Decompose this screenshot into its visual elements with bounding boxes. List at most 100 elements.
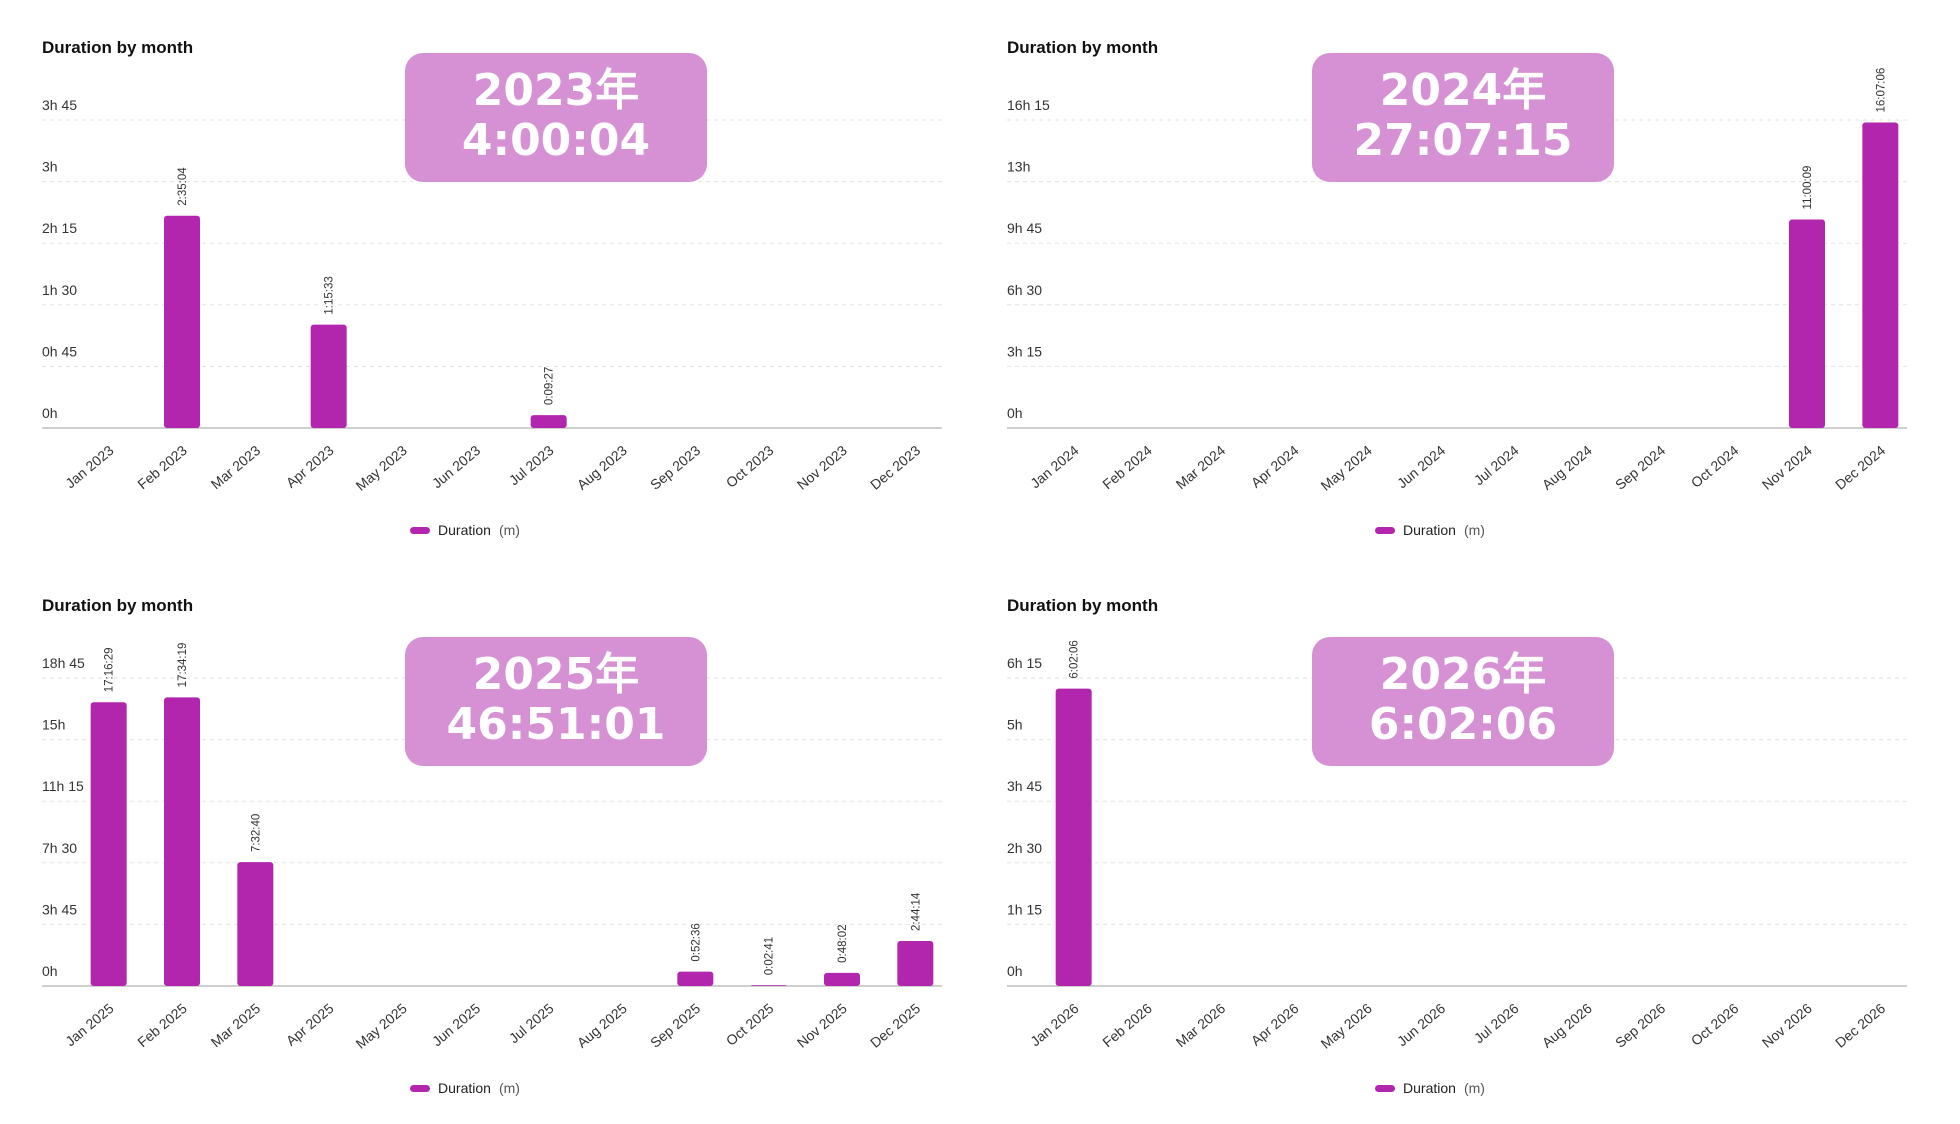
x-tick-label: Jul 2025 [506,1000,557,1046]
y-tick-label: 3h 45 [42,97,77,113]
bar [1789,219,1825,428]
x-tick-label: Nov 2026 [1759,1000,1815,1051]
legend-label: Duration [438,1080,491,1096]
year-summary-badge: 2025年 46:51:01 [405,637,707,766]
bar [750,985,787,986]
legend-label: Duration [1403,1080,1456,1096]
chart-title: Duration by month [1007,38,1159,57]
bar-chart: 0h 0h 45 1h 30 2h 15 3h 3h 45 Jan 2023 2:35:04 F… [42,97,942,494]
legend: Duration (m) [0,1080,980,1096]
x-tick-label: Apr 2026 [1248,1000,1302,1049]
x-tick-label: Sep 2023 [647,442,703,493]
data-label: 0:09:27 [544,367,556,405]
summary-total: 4:00:04 [461,115,651,166]
x-tick-label: Oct 2026 [1688,1000,1742,1049]
x-tick-label: Apr 2023 [283,442,337,491]
y-tick-label: 15h [42,717,65,733]
x-tick-label: Jan 2024 [1027,442,1082,491]
bar-chart: 0h 1h 15 2h 30 3h 45 5h 6h 15 6:02:06 Jan 2026 F… [1007,640,1907,1052]
x-tick-label: Mar 2026 [1173,1000,1229,1050]
summary-total: 27:07:15 [1353,115,1573,166]
year-summary-badge: 2024年 27:07:15 [1312,53,1614,182]
bar [237,862,274,986]
x-tick-label: Jun 2024 [1394,442,1449,491]
y-tick-label: 6h 15 [1007,655,1042,671]
x-tick-label: May 2026 [1318,1000,1376,1052]
y-tick-label: 0h [42,405,58,421]
x-tick-label: Oct 2024 [1688,442,1742,491]
x-tick-label: Jul 2024 [1471,442,1522,488]
data-label: 11:00:09 [1802,166,1814,210]
bar-chart: 0h 3h 15 6h 30 9h 45 13h 16h 15 Jan 2024 Feb 20… [1007,68,1907,494]
x-tick-label: Nov 2025 [794,1000,850,1051]
x-tick-label: Aug 2024 [1539,442,1595,493]
data-label: 2:35:04 [177,167,189,206]
x-tick-label: Feb 2024 [1099,442,1155,492]
summary-year: 2026年 [1379,649,1547,700]
data-label: 0:52:36 [690,923,702,961]
data-label: 2:44:14 [910,892,922,931]
x-tick-label: Oct 2023 [723,442,777,491]
chart-panel-2025: Duration by month 0h 3h 45 7h 30 11h 15 15h 1… [0,558,980,1120]
x-tick-label: Dec 2023 [867,442,923,493]
y-tick-label: 3h 15 [1007,343,1042,359]
x-tick-label: Dec 2026 [1832,1000,1888,1051]
legend-unit: (m) [1463,522,1485,538]
chart-panel-2024: Duration by month 0h 3h 15 6h 30 9h 45 13h 16… [965,0,1945,562]
chart-panel-2026: Duration by month 0h 1h 15 2h 30 3h 45 5h 6h … [965,558,1945,1120]
y-tick-label: 0h 45 [42,343,77,359]
y-tick-label: 0h [1007,963,1023,979]
x-tick-label: Mar 2024 [1173,442,1229,492]
bar [824,972,860,986]
chart-title: Duration by month [42,38,194,57]
x-tick-label: Aug 2023 [574,442,630,493]
legend-swatch [1375,1084,1396,1092]
chart-panel-2023: Duration by month 0h 0h 45 1h 30 2h 15 3h 3h … [0,0,980,562]
bar [164,697,200,986]
data-label: 6:02:06 [1069,640,1081,678]
data-label: 7:32:40 [250,814,262,852]
legend-unit: (m) [1463,1080,1485,1096]
legend-swatch [1375,526,1396,534]
bar [90,702,127,986]
data-label: 16:07:06 [1875,68,1887,113]
legend-label: Duration [1403,522,1456,538]
chart-title: Duration by month [1007,596,1159,615]
bar [164,215,200,428]
bar [530,415,567,428]
x-tick-label: May 2023 [353,442,411,494]
bar [1862,122,1899,428]
y-tick-label: 0h [42,963,58,979]
y-tick-label: 1h 30 [42,282,77,298]
bar-chart: 0h 3h 45 7h 30 11h 15 15h 18h 45 17:16:29 Jan 2… [42,643,942,1052]
year-summary-badge: 2026年 6:02:06 [1312,637,1614,766]
legend: Duration (m) [965,1080,1945,1096]
x-tick-label: Oct 2025 [723,1000,777,1049]
summary-year: 2023年 [472,65,640,116]
x-tick-label: Sep 2026 [1612,1000,1668,1051]
x-tick-label: Jul 2026 [1471,1000,1522,1046]
x-tick-label: Feb 2023 [134,442,190,492]
x-tick-label: Nov 2023 [794,442,850,493]
summary-year: 2025年 [472,649,640,700]
x-tick-label: Jun 2025 [429,1000,484,1049]
data-label: 17:34:19 [177,643,189,688]
y-tick-label: 13h [1007,159,1030,175]
summary-year: 2024年 [1379,65,1547,116]
y-tick-label: 0h [1007,405,1023,421]
x-tick-label: Apr 2024 [1248,442,1302,491]
x-tick-label: Nov 2024 [1759,442,1815,493]
x-tick-label: Jan 2023 [62,442,117,491]
bar [677,971,714,986]
bar [1055,688,1092,986]
x-tick-label: May 2024 [1318,442,1376,494]
legend-label: Duration [438,522,491,538]
y-tick-label: 3h [42,159,58,175]
x-tick-label: Feb 2026 [1099,1000,1155,1050]
legend: Duration (m) [965,522,1945,538]
data-label: 17:16:29 [104,647,116,692]
y-tick-label: 11h 15 [42,778,84,794]
y-tick-label: 2h 15 [42,220,77,236]
y-tick-label: 18h 45 [42,655,85,671]
x-tick-label: Aug 2026 [1539,1000,1595,1051]
